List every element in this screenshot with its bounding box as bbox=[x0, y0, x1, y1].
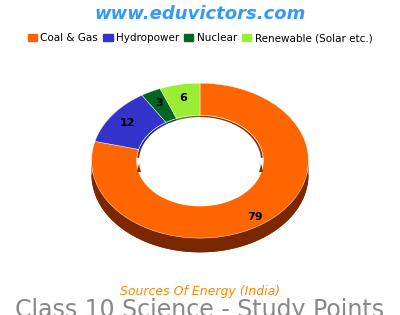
Polygon shape bbox=[95, 95, 166, 150]
Ellipse shape bbox=[139, 117, 261, 204]
Text: www.eduvictors.com: www.eduvictors.com bbox=[94, 5, 306, 23]
Polygon shape bbox=[92, 83, 308, 238]
Text: 79: 79 bbox=[247, 212, 263, 222]
Polygon shape bbox=[139, 123, 166, 164]
Text: Class 10 Science - Study Points: Class 10 Science - Study Points bbox=[16, 298, 384, 315]
Polygon shape bbox=[137, 116, 263, 172]
Polygon shape bbox=[92, 161, 308, 252]
Legend: Coal & Gas, Hydropower, Nuclear, Renewable (Solar etc.): Coal & Gas, Hydropower, Nuclear, Renewab… bbox=[24, 29, 376, 47]
Text: 6: 6 bbox=[179, 93, 187, 102]
Text: 3: 3 bbox=[155, 98, 163, 108]
Text: Sources Of Energy (India): Sources Of Energy (India) bbox=[120, 285, 280, 298]
Polygon shape bbox=[92, 175, 308, 252]
Polygon shape bbox=[160, 83, 200, 119]
Polygon shape bbox=[166, 119, 177, 137]
Polygon shape bbox=[142, 89, 177, 123]
Ellipse shape bbox=[137, 116, 263, 206]
Polygon shape bbox=[177, 116, 200, 133]
Polygon shape bbox=[137, 161, 263, 220]
Text: 12: 12 bbox=[120, 118, 135, 128]
